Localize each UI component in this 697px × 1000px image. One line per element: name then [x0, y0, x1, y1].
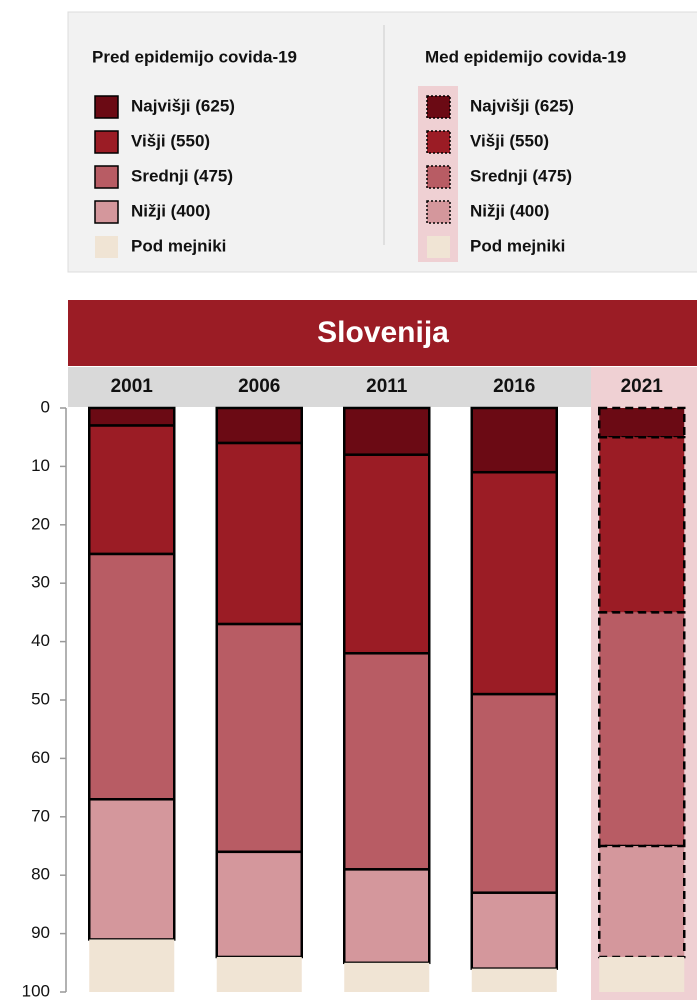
bar-segment [343, 453, 431, 655]
y-tick-label: 50 [31, 689, 50, 708]
legend-swatch [427, 236, 450, 258]
legend-label: Najvišji (625) [470, 96, 574, 115]
bar-segment [216, 956, 302, 992]
bar-segment [343, 406, 431, 456]
legend-swatch [94, 200, 119, 224]
legend-group-title: Med epidemijo covida-19 [425, 47, 626, 66]
legend-label: Najvišji (625) [131, 96, 235, 115]
bar-segment [344, 962, 430, 992]
legend-label: Nižji (400) [470, 201, 549, 220]
legend-label: Višji (550) [470, 131, 549, 150]
legend-swatch [426, 130, 451, 154]
bar-segment [88, 798, 176, 941]
y-tick-label: 30 [31, 573, 50, 592]
legend-swatch [94, 95, 119, 119]
legend-box [67, 11, 697, 273]
legend-swatch [95, 236, 118, 258]
bar-segment [470, 891, 558, 970]
legend-swatch [426, 95, 451, 119]
bar-segment [470, 692, 558, 894]
bar-segment [215, 406, 303, 445]
legend-swatch [94, 130, 119, 154]
x-tick-label: 2021 [621, 376, 664, 397]
chart-title: Slovenija [317, 316, 449, 349]
y-tick-label: 20 [31, 514, 50, 533]
legend-label: Srednji (475) [470, 166, 572, 185]
bar-segment [343, 652, 431, 871]
bar-segment [471, 968, 557, 992]
legend-label: Pod mejniki [470, 236, 565, 255]
bar-segment [598, 611, 686, 848]
legend-label: Pod mejniki [131, 236, 226, 255]
bar-segment [343, 868, 431, 965]
legend-swatch [94, 165, 119, 189]
bar-segment [89, 939, 175, 992]
x-tick-label: 2006 [238, 376, 280, 397]
y-tick-label: 0 [41, 397, 50, 416]
x-tick-label: 2001 [111, 376, 154, 397]
bar-segment [470, 470, 558, 696]
legend-swatch [426, 165, 451, 189]
legend-label: Višji (550) [131, 131, 210, 150]
legend-group-title: Pred epidemijo covida-19 [92, 47, 297, 66]
y-tick-label: 80 [31, 865, 50, 884]
bar-segment [599, 956, 685, 992]
bar-segment [88, 406, 176, 427]
y-tick-label: 10 [31, 456, 50, 475]
bar-segment [598, 435, 686, 614]
y-tick-label: 70 [31, 806, 50, 825]
bar-segment [88, 552, 176, 801]
y-tick-label: 60 [31, 748, 50, 767]
y-tick-label: 40 [31, 631, 50, 650]
legend-label: Srednji (475) [131, 166, 233, 185]
bar-segment [470, 406, 558, 474]
title-band [68, 300, 697, 366]
bar-segment [215, 850, 303, 959]
bar-segment [598, 406, 686, 439]
legend-label: Nižji (400) [131, 201, 210, 220]
x-tick-label: 2011 [366, 376, 408, 397]
legend-swatch [426, 200, 451, 224]
bar-segment [598, 844, 686, 959]
bar-segment [215, 622, 303, 854]
x-tick-label: 2016 [493, 376, 535, 397]
bar-segment [88, 424, 176, 556]
bar-segment [215, 441, 303, 626]
y-tick-label: 100 [22, 981, 50, 1000]
y-tick-label: 90 [31, 923, 50, 942]
